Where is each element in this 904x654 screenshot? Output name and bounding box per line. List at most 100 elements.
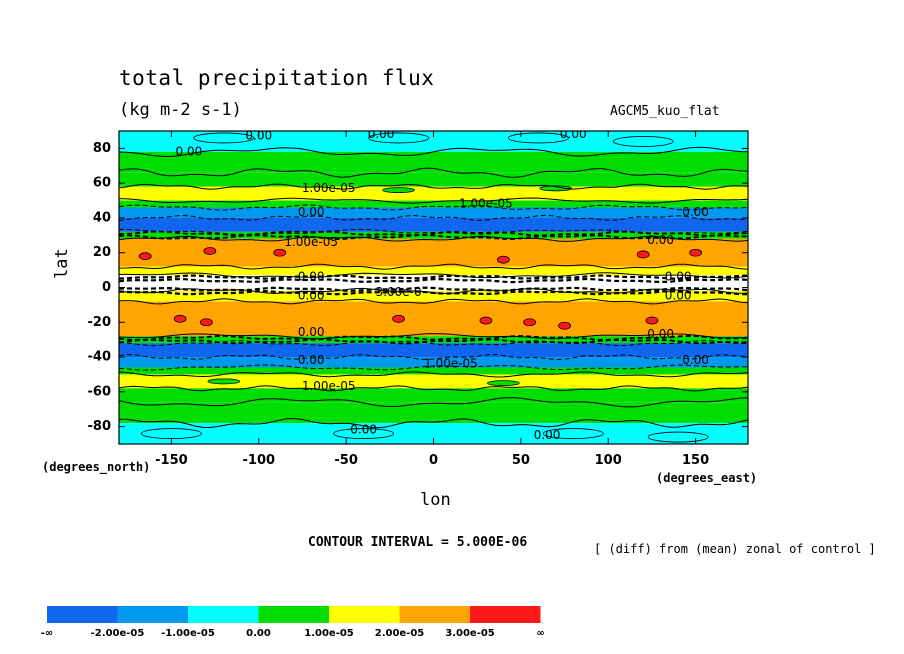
color-key-swatch [399,606,470,623]
contour-label: 0.00 [298,205,325,219]
contour-line [119,354,748,361]
contour-line [119,183,748,190]
diff-note: [ (diff) from (mean) zonal of control ] [594,542,876,556]
plot-units: (kg m-2 s-1) [119,100,242,120]
contour-line [119,274,748,280]
color-key-label: ∞ [536,628,544,639]
contour-line [119,234,748,241]
low-precip-patch [612,136,674,147]
y-tick-label: -80 [88,419,112,434]
contour-label: 3.00e-0 [376,285,422,299]
low-precip-patch [141,428,202,439]
y-tick-label: -40 [88,350,112,365]
contour-line [119,197,748,204]
high-precip-cell [203,247,217,255]
contour-interval: CONTOUR INTERVAL = 5.000E-06 [308,535,528,550]
contour-line [119,290,748,296]
y-tick-label: 0 [102,280,111,295]
color-key-label: -1.00e-05 [161,628,215,639]
contour-label: 0.00 [560,127,587,141]
color-key-label: -2.00e-05 [91,628,145,639]
y-tick-label: -60 [88,384,112,399]
y-tick-label: -20 [88,315,112,330]
y-axis-unit: (degrees_north) [42,460,151,474]
contour-line [119,339,748,347]
green-patch [487,380,520,386]
contour-label: 1.00e-05 [302,181,356,195]
contour-label: 0.00 [665,289,692,303]
lat-band [119,374,748,389]
contour-line [119,417,748,429]
x-tick-label: 150 [682,453,709,468]
contour-label: 1.00e-05 [424,357,478,371]
high-precip-cell [689,248,702,257]
lat-band [119,290,748,302]
lat-band [119,402,748,424]
low-precip-patch [507,132,569,144]
contour-label: 0.00 [350,423,377,437]
y-tick-label: 40 [93,210,111,225]
contour-line [119,371,748,378]
contour-label: 1.00e-05 [459,197,513,211]
lat-band [119,367,748,375]
contour-label: 0.00 [298,270,325,284]
low-precip-patch [333,428,395,439]
contour-label: 0.00 [534,428,561,442]
y-tick-label: 80 [93,141,111,156]
color-key-swatch [117,606,188,623]
contour-line [119,214,748,221]
low-precip-patch [193,132,255,144]
color-key-swatch [470,606,541,623]
high-precip-cell [636,250,650,259]
contour-line [119,277,748,284]
lat-band [119,357,748,368]
color-key-label: -∞ [41,628,53,639]
lat-band [119,186,748,201]
contour-label: 0.00 [665,270,692,284]
contour-line [119,167,748,178]
contour-line [119,235,748,242]
x-tick-label: 50 [512,453,530,468]
color-key-label: 1.00e-05 [304,628,354,639]
color-key-swatch [188,606,259,623]
plot-title: total precipitation flux [119,66,435,90]
contour-label: 0.00 [298,325,325,339]
lat-band [119,343,748,358]
contour-line [119,263,748,270]
lat-band [119,200,748,208]
y-axis-label: lat [52,248,72,279]
lat-band [119,266,748,276]
contour-label: 0.00 [298,289,325,303]
high-precip-cell [199,318,213,327]
lat-band [119,172,748,187]
lat-band [119,388,748,403]
green-patch [382,187,415,193]
contour-label: 1.00e-05 [302,379,356,393]
contour-line [119,385,748,392]
contour-label: 0.00 [647,327,674,341]
color-key-swatch [329,606,400,623]
x-tick-label: 100 [595,453,622,468]
contour-line [119,146,748,158]
color-key-label: 2.00e-05 [375,628,425,639]
high-precip-cell [173,314,187,323]
contour-line [119,298,748,305]
x-tick-label: -150 [155,453,188,468]
green-patch [539,185,573,192]
color-key-label: 3.00e-05 [445,628,495,639]
lat-band [119,151,748,173]
color-key-swatch [258,606,329,623]
x-axis-unit: (degrees_east) [656,471,758,485]
high-precip-cell [273,248,287,257]
y-tick-label: 20 [93,245,111,260]
lat-band [119,301,748,337]
high-precip-cell [496,255,510,264]
contour-line [119,364,748,371]
contour-label: 0.00 [298,353,325,367]
model-name: AGCM5_kuo_flat [610,104,720,119]
low-precip-patch [542,428,604,439]
contour-label: 0.00 [368,127,395,141]
color-key-label: 0.00 [246,628,271,639]
x-tick-label: 0 [429,453,438,468]
